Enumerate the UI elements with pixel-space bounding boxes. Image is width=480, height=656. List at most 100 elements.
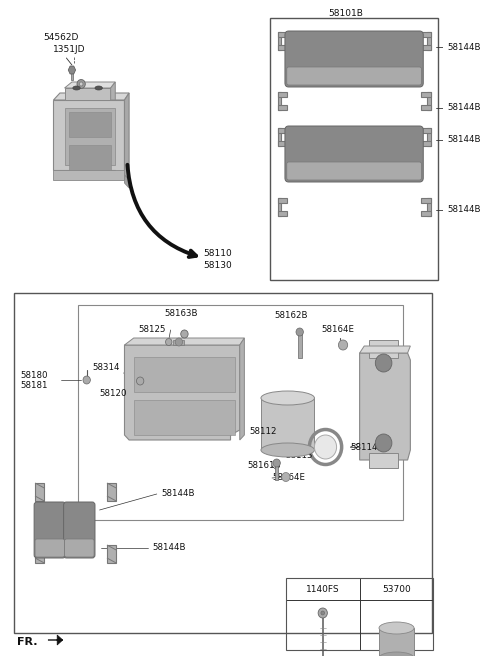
Text: 58161B: 58161B — [247, 461, 281, 470]
Ellipse shape — [95, 86, 102, 90]
Polygon shape — [360, 353, 410, 460]
Polygon shape — [173, 340, 184, 345]
Text: 53700: 53700 — [382, 584, 411, 594]
Polygon shape — [277, 128, 287, 133]
Polygon shape — [277, 141, 287, 146]
Circle shape — [273, 459, 280, 467]
Text: 58144B: 58144B — [447, 136, 480, 144]
Polygon shape — [360, 346, 410, 353]
Polygon shape — [369, 340, 398, 358]
Text: 58181: 58181 — [20, 380, 48, 390]
Circle shape — [338, 340, 348, 350]
Bar — [78, 305, 403, 520]
Text: 54562D: 54562D — [43, 33, 79, 43]
Text: 58101B: 58101B — [328, 9, 363, 18]
Polygon shape — [261, 398, 314, 450]
Ellipse shape — [379, 622, 414, 634]
Polygon shape — [107, 545, 116, 550]
Text: 1351JD: 1351JD — [53, 45, 85, 54]
Circle shape — [175, 338, 182, 346]
Polygon shape — [277, 105, 287, 110]
Text: 58144B: 58144B — [447, 205, 480, 215]
Circle shape — [166, 338, 172, 346]
Polygon shape — [35, 496, 44, 501]
Circle shape — [79, 82, 83, 86]
Polygon shape — [277, 45, 287, 50]
Polygon shape — [421, 141, 431, 146]
Polygon shape — [35, 545, 44, 550]
Polygon shape — [277, 92, 281, 110]
Circle shape — [318, 608, 327, 618]
FancyBboxPatch shape — [287, 162, 421, 180]
Text: 58144B: 58144B — [161, 489, 195, 499]
Circle shape — [375, 434, 392, 452]
Text: 58114A: 58114A — [350, 443, 384, 451]
FancyBboxPatch shape — [34, 502, 65, 558]
Polygon shape — [421, 128, 431, 133]
Polygon shape — [124, 93, 129, 180]
Text: 58110: 58110 — [203, 249, 232, 258]
Text: 58162B: 58162B — [275, 312, 308, 321]
FancyBboxPatch shape — [64, 539, 94, 557]
FancyBboxPatch shape — [285, 126, 423, 182]
Circle shape — [136, 377, 144, 385]
Polygon shape — [48, 635, 63, 645]
Text: 58125: 58125 — [138, 325, 166, 335]
Text: 58163B: 58163B — [164, 310, 198, 319]
Ellipse shape — [379, 652, 414, 656]
Polygon shape — [35, 483, 44, 488]
Polygon shape — [64, 88, 111, 100]
Text: 1140FS: 1140FS — [306, 584, 339, 594]
Polygon shape — [421, 105, 431, 110]
Polygon shape — [134, 357, 235, 392]
Polygon shape — [107, 545, 116, 563]
Polygon shape — [53, 93, 129, 100]
FancyBboxPatch shape — [287, 67, 421, 85]
Polygon shape — [71, 68, 73, 80]
Polygon shape — [427, 32, 431, 50]
Text: 58144B: 58144B — [152, 544, 186, 552]
Text: 58180: 58180 — [20, 371, 48, 380]
Text: 58120: 58120 — [99, 388, 127, 398]
Ellipse shape — [261, 391, 314, 405]
Text: 58314: 58314 — [92, 363, 120, 371]
Polygon shape — [298, 330, 301, 358]
Text: 58164E: 58164E — [272, 474, 305, 483]
Circle shape — [296, 328, 303, 336]
Polygon shape — [53, 100, 124, 175]
Polygon shape — [53, 170, 124, 180]
Polygon shape — [124, 175, 129, 188]
Polygon shape — [134, 400, 235, 435]
FancyBboxPatch shape — [285, 31, 423, 87]
Polygon shape — [35, 558, 44, 563]
Polygon shape — [64, 82, 115, 88]
Bar — [14, 293, 432, 633]
Polygon shape — [240, 338, 244, 440]
Polygon shape — [275, 460, 278, 480]
Circle shape — [282, 472, 290, 482]
Polygon shape — [124, 345, 240, 440]
Polygon shape — [421, 32, 431, 37]
Text: 58130: 58130 — [203, 260, 232, 270]
Polygon shape — [124, 338, 244, 345]
Ellipse shape — [261, 443, 314, 457]
Polygon shape — [111, 82, 115, 100]
Polygon shape — [427, 128, 431, 146]
Polygon shape — [277, 198, 281, 216]
Circle shape — [181, 330, 188, 338]
Text: 58112: 58112 — [249, 428, 276, 436]
Polygon shape — [35, 545, 44, 563]
Ellipse shape — [73, 86, 80, 90]
Ellipse shape — [314, 435, 336, 459]
Polygon shape — [69, 112, 111, 137]
Circle shape — [77, 79, 85, 89]
Polygon shape — [421, 211, 431, 216]
Polygon shape — [35, 483, 44, 501]
Polygon shape — [107, 496, 116, 501]
Bar — [286, 578, 433, 650]
Polygon shape — [107, 483, 116, 488]
Text: 58164E: 58164E — [321, 325, 354, 335]
Polygon shape — [277, 211, 287, 216]
Polygon shape — [68, 66, 76, 74]
Text: 58144B: 58144B — [447, 43, 480, 52]
